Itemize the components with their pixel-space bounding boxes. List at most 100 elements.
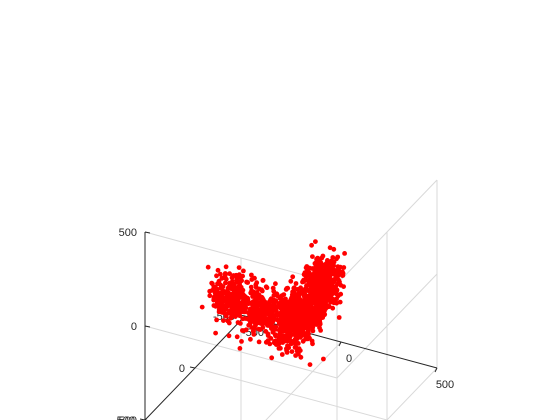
grid-line: [144, 325, 338, 379]
data-point: [207, 293, 213, 299]
data-point: [223, 306, 229, 312]
data-point: [315, 275, 320, 281]
data-point: [284, 348, 289, 353]
z-tick-label: 500: [119, 227, 137, 239]
data-point: [269, 355, 275, 361]
data-point: [228, 299, 233, 304]
data-point: [250, 328, 256, 334]
data-point: [271, 288, 277, 294]
data-point: [307, 265, 312, 271]
data-point: [324, 272, 330, 278]
data-point: [290, 289, 295, 295]
box-edge: [386, 367, 438, 420]
data-point: [289, 317, 294, 323]
data-point: [237, 313, 243, 319]
data-point: [237, 281, 243, 287]
data-point: [305, 325, 310, 331]
data-point: [335, 264, 341, 270]
data-point: [327, 245, 333, 251]
data-point: [219, 300, 225, 306]
data-point: [291, 339, 297, 345]
data-point: [276, 301, 282, 307]
y-tick-label: 0: [179, 363, 185, 375]
data-point: [342, 251, 347, 256]
data-point: [271, 303, 277, 309]
data-point: [293, 321, 299, 327]
data-point: [254, 280, 260, 286]
data-point: [319, 277, 325, 282]
data-point: [338, 282, 344, 288]
data-point: [253, 290, 258, 296]
data-point: [334, 288, 340, 293]
data-point: [251, 307, 256, 313]
data-point: [317, 305, 323, 311]
data-point: [285, 285, 291, 291]
data-point: [326, 276, 332, 281]
data-point: [294, 305, 300, 311]
data-point: [286, 325, 292, 330]
data-point: [219, 305, 225, 311]
data-point: [256, 339, 262, 345]
data-point: [214, 317, 220, 323]
data-point: [331, 246, 337, 252]
data-point: [273, 281, 278, 287]
data-point: [288, 278, 294, 284]
data-point: [235, 320, 241, 325]
data-point: [279, 320, 284, 326]
data-point: [250, 294, 256, 299]
data-point: [270, 329, 276, 335]
data-point: [285, 330, 291, 336]
data-point: [257, 327, 263, 332]
z-tick-label: 0: [131, 321, 137, 333]
z-tick: [144, 231, 151, 234]
data-point: [285, 343, 290, 349]
data-point: [307, 295, 313, 301]
data-point: [310, 254, 315, 259]
data-point: [260, 278, 266, 283]
data-point: [214, 273, 219, 279]
data-point: [269, 313, 275, 319]
data-point: [220, 284, 226, 289]
data-point: [259, 287, 264, 293]
data-point: [235, 300, 241, 306]
data-point: [332, 276, 338, 282]
data-point: [305, 302, 311, 307]
data-point: [312, 286, 317, 292]
data-point: [338, 291, 344, 297]
data-point: [336, 315, 342, 320]
data-point: [297, 297, 303, 302]
data-point: [226, 333, 232, 339]
data-point: [222, 273, 228, 278]
data-point: [327, 282, 333, 287]
data-point: [303, 336, 308, 342]
data-point: [327, 260, 332, 266]
data-point: [254, 300, 260, 306]
data-point: [287, 312, 293, 318]
data-point: [279, 352, 285, 357]
data-point: [287, 302, 293, 308]
data-point: [241, 268, 246, 274]
data-point: [340, 269, 345, 275]
data-point: [249, 272, 254, 278]
data-point: [273, 333, 278, 339]
data-point: [296, 300, 302, 306]
data-point: [335, 254, 341, 260]
data-point: [319, 286, 325, 291]
data-point: [316, 289, 322, 295]
x-tick: [338, 341, 342, 347]
data-point: [263, 309, 269, 314]
data-point: [205, 264, 211, 270]
data-point: [310, 341, 315, 347]
data-point: [250, 313, 256, 319]
data-point: [304, 277, 310, 283]
data-point: [313, 239, 318, 245]
data-point: [317, 321, 323, 327]
data-point: [248, 319, 253, 325]
data-point: [248, 284, 254, 290]
data-point: [313, 322, 319, 327]
data-point: [221, 318, 226, 323]
data-point: [265, 333, 271, 338]
data-point: [302, 295, 308, 301]
data-point: [309, 307, 314, 313]
data-point: [243, 294, 249, 300]
